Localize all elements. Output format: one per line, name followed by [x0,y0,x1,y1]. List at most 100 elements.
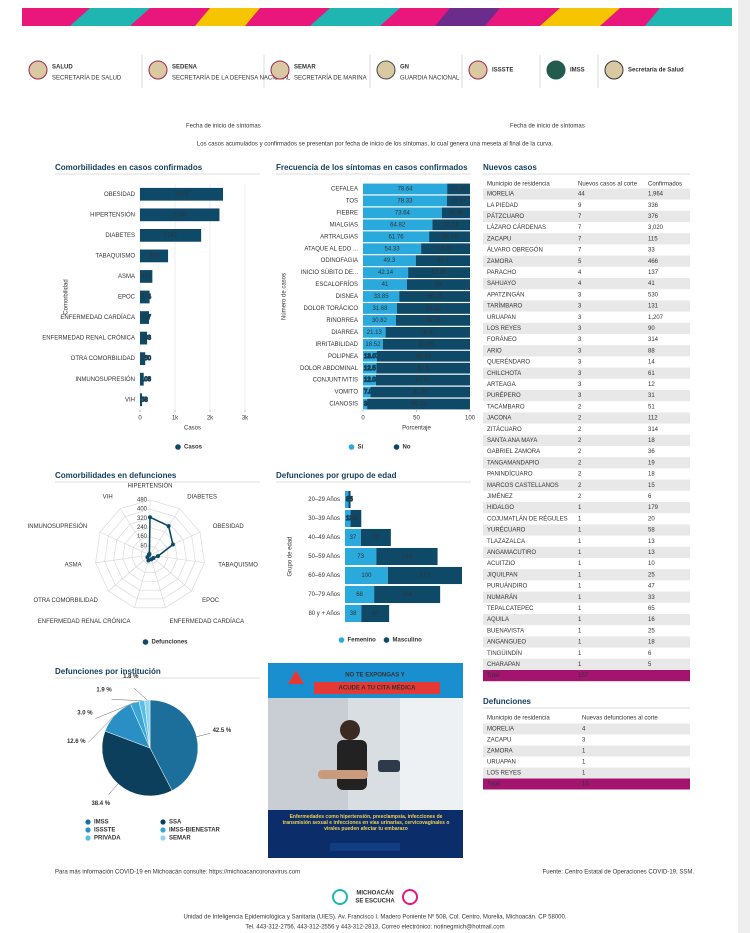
value-label: 2270 [173,212,187,218]
row-band [483,614,690,626]
cell: SAHUAYO [487,281,516,287]
axis-fragment: Fecha de inicio de síntomas [510,124,585,130]
cell: APATZINGÁN [487,291,524,298]
cell: 3 [578,326,582,332]
cell: TINGÜINDÍN [487,650,522,657]
value-label: 59 [435,282,442,288]
bar [395,315,470,326]
cell: LOS REYES [487,771,521,777]
cell: URUAPAN [487,315,516,321]
cell: COJUMATLÁN DE RÉGULES [487,515,568,522]
cell: 2 [578,449,582,455]
cell: 1 [578,528,582,534]
cell: 2 [578,483,582,489]
cell: TANGAMANDAPIO [487,460,540,466]
bar [360,528,391,547]
cell: 2 [578,438,582,444]
bar [447,183,470,195]
legend-swatch [85,827,91,833]
cell: 14 [648,360,655,366]
logo-emblem [604,60,624,80]
value-label: 33.85 [374,294,390,300]
row-band [483,390,690,402]
y-tick-label: TOS [346,198,358,204]
poster-body-box: Enfermedades como hipertensión, preeclam… [283,814,450,832]
cell: 88 [648,348,655,354]
legend-swatch [338,637,345,643]
cell: 33 [648,248,655,254]
bar [140,311,149,324]
cell: 1 [582,749,586,755]
radar-point [148,515,152,520]
y-tick-label: 80 y + Años [308,611,340,617]
cell: 13 [648,539,655,545]
y-tick-label: HIPERTENSIÓN [90,211,135,218]
x-tick-label: 50 [413,416,420,422]
value-label: 81.48 [419,342,435,348]
value-label: 12.6 % [67,739,86,745]
cell: 18 [648,640,655,646]
row-band [483,255,690,267]
grid-ring [131,536,169,573]
value-label: 26.36 [448,210,464,216]
bar [363,255,416,267]
cell: 137 [648,270,659,276]
cell: 51 [648,404,655,410]
cell: LÁZARO CÁRDENAS [487,224,546,231]
bar [345,566,388,585]
bar [363,195,447,207]
cell: JACONA [487,416,511,422]
y-tick-label: MIALGIAS [330,222,358,228]
cell: 2 [578,460,582,466]
value-label: 92.96 [413,390,429,396]
legend-swatch [142,639,149,645]
cell: 1 [578,617,582,623]
headline-band [314,682,440,694]
cell: 3 [578,337,582,343]
cell: 12 [648,382,655,388]
column-header: Confirmados [648,182,682,188]
row-band [483,210,690,222]
cell: 2 [578,416,582,422]
value-label: 21.67 [451,198,467,204]
bar [415,255,470,267]
value-label: 154 [402,592,413,598]
cell: MORELIA [487,192,514,198]
logo-name: ISSSTE [492,68,513,74]
grid-ring [113,518,187,591]
value-label: 87.5 [417,366,429,372]
bar [363,374,376,386]
grid-ring [140,545,160,565]
y-tick-label: DISNEA [336,294,358,300]
y-tick-label: DIARREA [331,330,358,336]
bar [363,315,396,326]
value-label: 150 [141,356,152,362]
cell: 1 [578,628,582,634]
category-label: INMUNOSUPRESIÓN [28,523,88,530]
bar [375,374,470,386]
value-label: 42.14 [378,270,394,276]
value-label: 2372 [175,192,189,198]
bar [363,243,422,255]
cell: 2 [578,494,582,500]
total-cell: 10 [582,782,589,788]
cell: 1 [578,584,582,590]
legend-label: IMSS [94,820,109,826]
value-label: 57.86 [432,270,448,276]
cell: ARIO [487,348,502,354]
y-tick-label: ESCALOFRÍOS [315,281,358,288]
cell: 179 [648,505,659,511]
pie-slice [144,699,151,749]
cell: CHILCHOTA [487,371,521,377]
y-tick-label: ENFERMEDAD RENAL CRÓNICA [42,335,135,342]
cell: FORÁNEO [487,336,517,343]
cell: 1 [582,771,586,777]
x-tick-label: 100 [465,416,476,422]
cell: SANTA ANA MAYA [487,438,537,444]
bar [376,350,470,362]
section-title: Nuevos casos [483,163,537,172]
bar [406,279,470,290]
cell: 376 [648,214,659,220]
